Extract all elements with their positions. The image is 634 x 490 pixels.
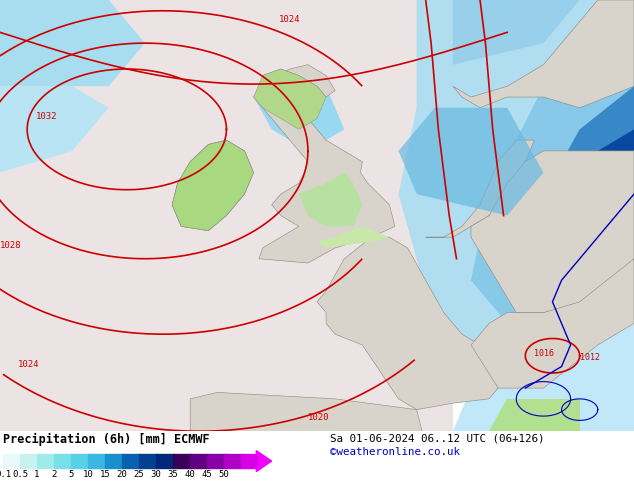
Bar bbox=[173, 454, 190, 468]
Polygon shape bbox=[453, 0, 579, 65]
Polygon shape bbox=[471, 43, 634, 323]
Text: Precipitation (6h) [mm] ECMWF: Precipitation (6h) [mm] ECMWF bbox=[3, 433, 210, 446]
Text: 1024: 1024 bbox=[18, 360, 39, 368]
Polygon shape bbox=[172, 140, 254, 231]
Text: 0.5: 0.5 bbox=[12, 470, 28, 479]
Text: 1016: 1016 bbox=[534, 349, 554, 358]
Polygon shape bbox=[181, 392, 422, 490]
Bar bbox=[37, 454, 55, 468]
Bar bbox=[122, 454, 139, 468]
Polygon shape bbox=[299, 172, 362, 226]
Polygon shape bbox=[0, 86, 108, 172]
Bar bbox=[105, 454, 122, 468]
Text: 15: 15 bbox=[100, 470, 110, 479]
Polygon shape bbox=[399, 108, 543, 216]
Text: 50: 50 bbox=[219, 470, 230, 479]
Text: 1028: 1028 bbox=[0, 241, 22, 250]
Polygon shape bbox=[489, 399, 579, 431]
Text: 10: 10 bbox=[82, 470, 93, 479]
Bar bbox=[241, 454, 259, 468]
Polygon shape bbox=[471, 259, 634, 388]
Bar bbox=[3, 454, 20, 468]
Text: 25: 25 bbox=[134, 470, 145, 479]
Polygon shape bbox=[0, 0, 145, 86]
Polygon shape bbox=[453, 302, 634, 431]
Text: 0.1: 0.1 bbox=[0, 470, 11, 479]
Polygon shape bbox=[254, 75, 344, 151]
Bar bbox=[71, 454, 89, 468]
Polygon shape bbox=[543, 86, 634, 259]
Text: 30: 30 bbox=[151, 470, 162, 479]
Text: 35: 35 bbox=[167, 470, 178, 479]
Text: 1: 1 bbox=[34, 470, 40, 479]
Bar bbox=[224, 454, 242, 468]
Bar bbox=[88, 454, 105, 468]
Text: Sa 01-06-2024 06..12 UTC (06+126): Sa 01-06-2024 06..12 UTC (06+126) bbox=[330, 433, 545, 443]
Text: 2: 2 bbox=[51, 470, 56, 479]
Bar bbox=[54, 454, 72, 468]
Text: 1020: 1020 bbox=[308, 414, 330, 422]
Polygon shape bbox=[254, 69, 326, 129]
Polygon shape bbox=[254, 65, 395, 263]
Polygon shape bbox=[453, 0, 634, 108]
Text: 1012: 1012 bbox=[579, 353, 600, 362]
Bar bbox=[207, 454, 224, 468]
Text: 20: 20 bbox=[117, 470, 127, 479]
Polygon shape bbox=[317, 226, 389, 248]
Text: 1032: 1032 bbox=[36, 112, 58, 121]
Bar bbox=[190, 454, 207, 468]
FancyArrow shape bbox=[256, 451, 271, 471]
Text: ©weatheronline.co.uk: ©weatheronline.co.uk bbox=[330, 447, 460, 457]
Text: 1024: 1024 bbox=[279, 15, 301, 24]
Polygon shape bbox=[0, 0, 453, 431]
Text: 45: 45 bbox=[202, 470, 212, 479]
Bar bbox=[20, 454, 37, 468]
Polygon shape bbox=[399, 0, 634, 388]
Polygon shape bbox=[471, 151, 634, 313]
Text: 5: 5 bbox=[68, 470, 74, 479]
Bar bbox=[156, 454, 174, 468]
Polygon shape bbox=[598, 129, 634, 216]
Bar bbox=[139, 454, 157, 468]
Polygon shape bbox=[172, 140, 254, 231]
Polygon shape bbox=[317, 237, 498, 410]
Polygon shape bbox=[425, 140, 534, 237]
Text: 40: 40 bbox=[184, 470, 195, 479]
